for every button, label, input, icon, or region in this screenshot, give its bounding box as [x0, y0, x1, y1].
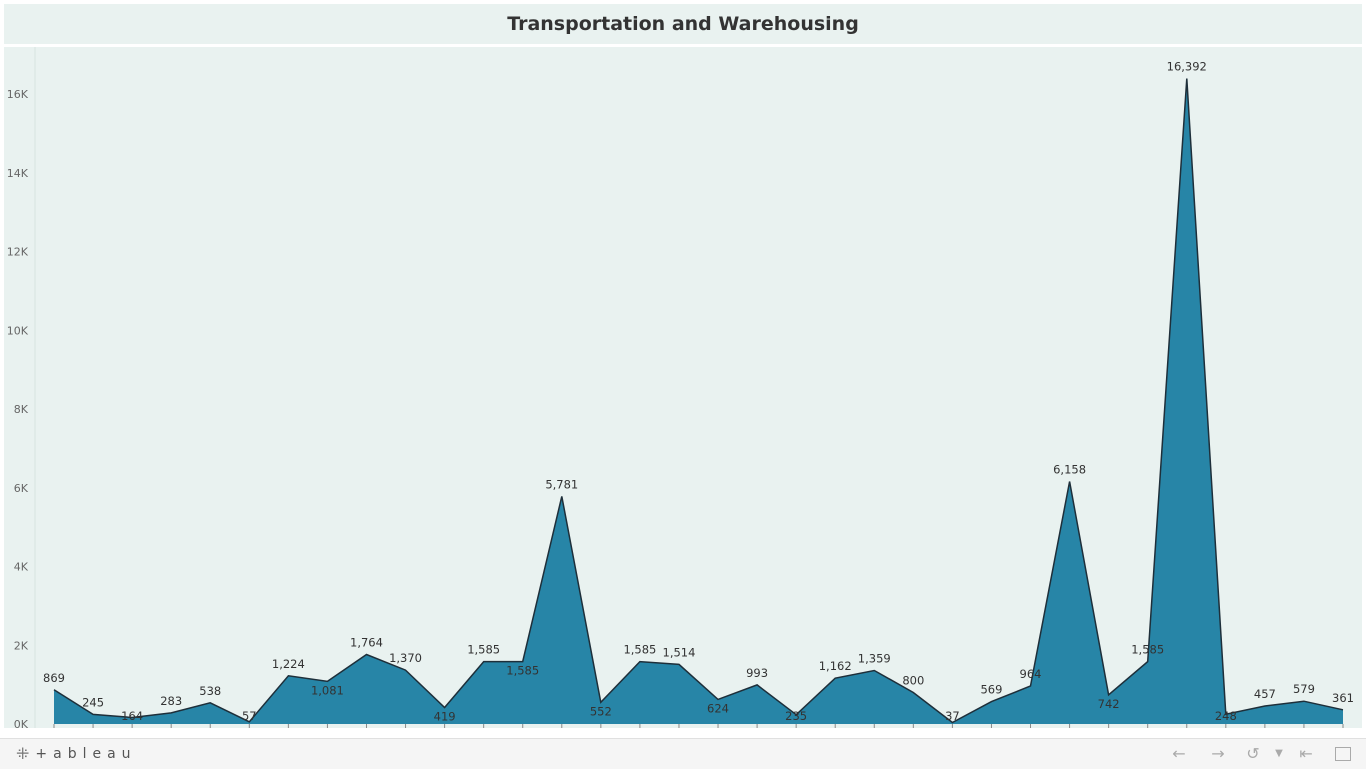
chart-title-bar: Transportation and Warehousing: [4, 4, 1362, 44]
data-label: 37: [945, 709, 960, 723]
data-label: 569: [980, 683, 1002, 697]
data-label: 1,514: [663, 645, 696, 659]
data-label: 1,585: [467, 643, 500, 657]
x-axis-ticks: [53, 724, 1344, 728]
data-label: 1,162: [819, 659, 852, 673]
y-tick-label: 10K: [7, 324, 29, 337]
data-label: 1,585: [1131, 643, 1164, 657]
area-chart[interactable]: 0K 2K 4K 6K 8K 10K 12K 14K 16K 869 245 164 283 538 57…: [4, 47, 1362, 728]
data-label: 800: [902, 674, 924, 688]
data-label: 361: [1332, 691, 1354, 705]
data-labels: 869 245 164 283 538 57 1,224 1,081 1,764 1,370 419…: [43, 60, 1354, 724]
data-label: 5,781: [545, 477, 578, 491]
y-tick-label: 14K: [7, 167, 29, 180]
chart-title: Transportation and Warehousing: [507, 13, 859, 35]
data-label: 552: [590, 704, 612, 718]
back-to-start-icon[interactable]: ⇤: [1299, 743, 1313, 763]
y-tick-label: 8K: [14, 403, 29, 416]
y-tick-label: 4K: [14, 561, 29, 574]
y-tick-label: 6K: [14, 482, 29, 495]
y-tick-label: 12K: [7, 246, 29, 259]
y-tick-label: 0K: [14, 718, 29, 728]
data-label: 964: [1020, 667, 1042, 681]
data-label: 245: [82, 695, 104, 709]
data-label: 16,392: [1167, 60, 1207, 74]
title-separator: [4, 44, 1362, 47]
data-label: 457: [1254, 687, 1276, 701]
data-label: 57: [242, 709, 257, 723]
tableau-logo-icon: ⁜: [16, 744, 30, 763]
data-label: 1,224: [272, 657, 305, 671]
data-label: 235: [785, 709, 807, 723]
data-label: 742: [1098, 697, 1120, 711]
share-dropdown-icon[interactable]: ▼: [1275, 747, 1283, 759]
data-label: 538: [199, 684, 221, 698]
tableau-brand[interactable]: ⁜ +ableau: [16, 744, 137, 763]
area-fill[interactable]: [54, 78, 1343, 725]
undo-icon[interactable]: ←: [1172, 743, 1186, 763]
data-label: 1,585: [506, 664, 539, 678]
data-label: 1,359: [858, 651, 891, 665]
data-label: 579: [1293, 682, 1315, 696]
y-axis: 0K 2K 4K 6K 8K 10K 12K 14K 16K: [7, 47, 36, 728]
data-label: 283: [160, 694, 182, 708]
toolbar-footer: ⁜ +ableau ← → ↺ ▼ ⇤: [0, 738, 1366, 769]
data-label: 1,370: [389, 651, 422, 665]
chart-area: 0K 2K 4K 6K 8K 10K 12K 14K 16K 869 245 164 283 538 57…: [4, 47, 1362, 728]
data-label: 1,585: [623, 643, 656, 657]
data-label: 1,764: [350, 636, 383, 650]
data-label: 993: [746, 666, 768, 680]
data-label: 164: [121, 709, 143, 723]
y-tick-label: 2K: [14, 639, 29, 652]
area-line: [53, 78, 1344, 724]
data-label: 869: [43, 671, 65, 685]
data-label: 6,158: [1053, 463, 1086, 477]
revert-icon[interactable]: ↺: [1246, 743, 1260, 763]
data-label: 1,081: [311, 683, 344, 697]
fullscreen-icon[interactable]: [1335, 747, 1351, 761]
data-label: 624: [707, 701, 729, 715]
data-label: 248: [1215, 709, 1237, 723]
redo-icon[interactable]: →: [1211, 743, 1225, 763]
y-tick-label: 16K: [7, 88, 29, 101]
data-label: 419: [434, 710, 456, 724]
brand-text: +ableau: [35, 745, 137, 762]
area-layer: [53, 78, 1344, 725]
